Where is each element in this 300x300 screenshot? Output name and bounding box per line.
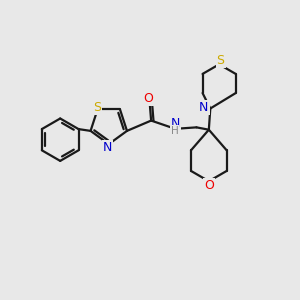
Text: O: O xyxy=(143,92,153,105)
Text: N: N xyxy=(199,100,208,113)
Text: S: S xyxy=(93,100,101,114)
Text: H: H xyxy=(171,126,178,136)
Text: N: N xyxy=(171,117,180,130)
Text: N: N xyxy=(103,141,112,154)
Text: O: O xyxy=(204,179,214,192)
Text: S: S xyxy=(217,54,225,67)
